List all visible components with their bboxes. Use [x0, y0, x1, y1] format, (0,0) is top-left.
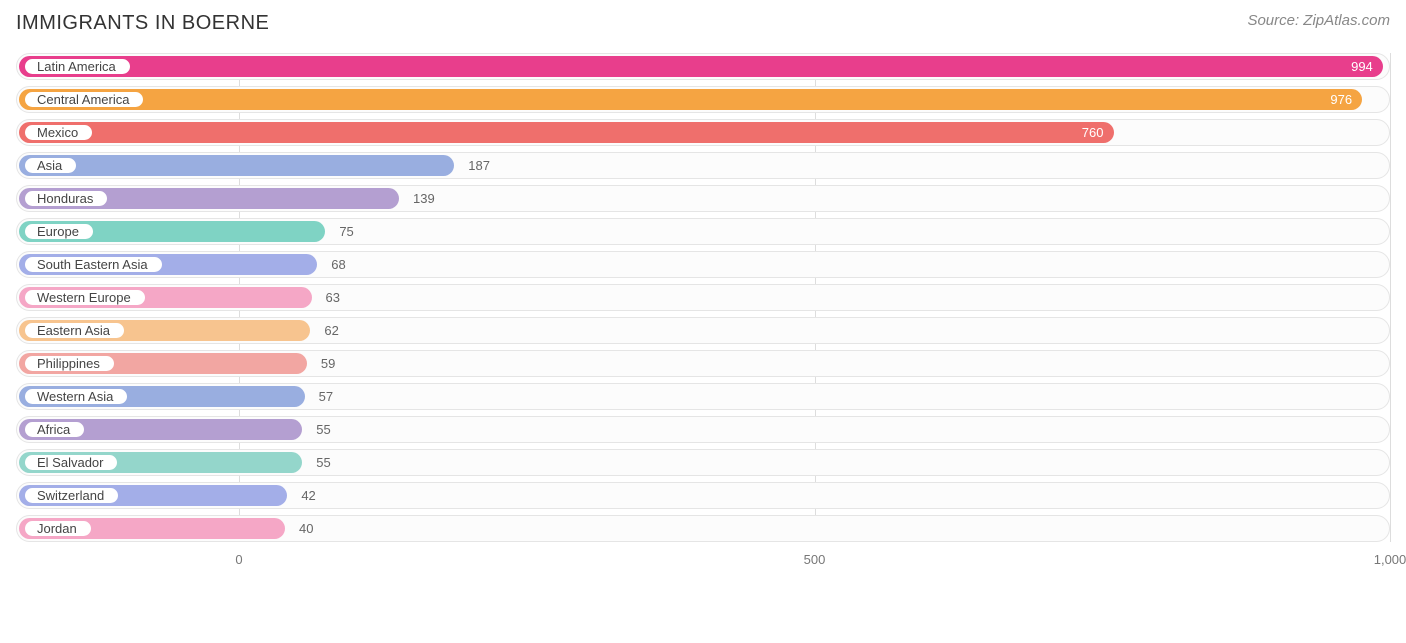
bar-fill: [19, 56, 1383, 77]
bar-fill: [19, 89, 1362, 110]
bar-value: 139: [405, 185, 443, 212]
bar-value: 187: [460, 152, 498, 179]
bar-row: South Eastern Asia 68: [16, 251, 1390, 278]
bar-row: Eastern Asia 62: [16, 317, 1390, 344]
category-pill: Switzerland: [23, 486, 120, 505]
chart-title: IMMIGRANTS IN BOERNE: [16, 12, 269, 35]
bar-row: Switzerland 42: [16, 482, 1390, 509]
bar-row: El Salvador 55: [16, 449, 1390, 476]
bar-value: 62: [316, 317, 346, 344]
source-attribution: Source: ZipAtlas.com: [1247, 12, 1390, 29]
bar-row: Western Asia 57: [16, 383, 1390, 410]
bar-value: 760: [1074, 119, 1112, 146]
bar-value: 976: [1322, 86, 1360, 113]
bar-row: Honduras 139: [16, 185, 1390, 212]
bar-row: Philippines 59: [16, 350, 1390, 377]
bar-row: Europe 75: [16, 218, 1390, 245]
bar-value: 42: [293, 482, 323, 509]
category-pill: Central America: [23, 90, 145, 109]
bar-value: 55: [308, 416, 338, 443]
category-pill: Mexico: [23, 123, 94, 142]
bar-chart: Latin America 994 Central America 976 Mexico…: [16, 53, 1390, 572]
category-pill: Jordan: [23, 519, 93, 538]
bar-value: 59: [313, 350, 343, 377]
bar-row: Jordan 40: [16, 515, 1390, 542]
category-pill: South Eastern Asia: [23, 255, 164, 274]
bar-row: Mexico 760: [16, 119, 1390, 146]
category-pill: Eastern Asia: [23, 321, 126, 340]
bar-value: 63: [318, 284, 348, 311]
category-pill: Asia: [23, 156, 78, 175]
bar-row: Asia 187: [16, 152, 1390, 179]
category-pill: Europe: [23, 222, 95, 241]
bar-fill: [19, 122, 1114, 143]
x-tick-label: 500: [804, 552, 826, 567]
chart-rows: Latin America 994 Central America 976 Mexico…: [16, 53, 1390, 542]
category-pill: El Salvador: [23, 453, 119, 472]
bar-value: 40: [291, 515, 321, 542]
gridline: [1390, 53, 1391, 542]
category-pill: Western Europe: [23, 288, 147, 307]
bar-value: 57: [311, 383, 341, 410]
x-axis: 05001,000: [16, 548, 1390, 572]
category-pill: Philippines: [23, 354, 116, 373]
bar-value: 68: [323, 251, 353, 278]
bar-row: Western Europe 63: [16, 284, 1390, 311]
category-pill: Western Asia: [23, 387, 129, 406]
category-pill: Honduras: [23, 189, 109, 208]
bar-row: Central America 976: [16, 86, 1390, 113]
bar-value: 75: [331, 218, 361, 245]
bar-row: Latin America 994: [16, 53, 1390, 80]
bar-value: 55: [308, 449, 338, 476]
bar-value: 994: [1343, 53, 1381, 80]
category-pill: Africa: [23, 420, 86, 439]
category-pill: Latin America: [23, 57, 132, 76]
bar-row: Africa 55: [16, 416, 1390, 443]
x-tick-label: 0: [235, 552, 242, 567]
x-tick-label: 1,000: [1374, 552, 1406, 567]
bar-fill: [19, 155, 454, 176]
header: IMMIGRANTS IN BOERNE Source: ZipAtlas.co…: [16, 12, 1390, 35]
